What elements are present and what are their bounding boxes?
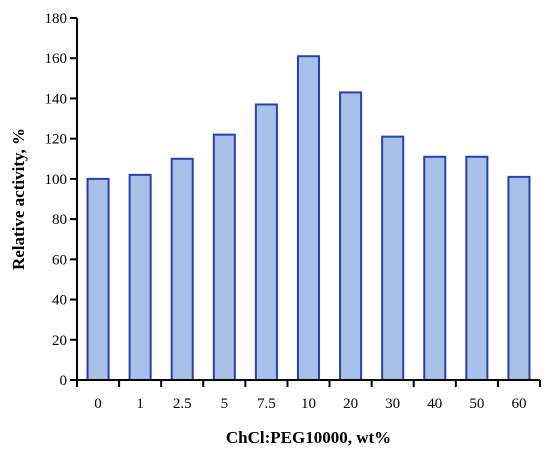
x-axis-ticks: 0 1 2.5 5 7.5 10 20 30 40 50 60 <box>76 380 541 412</box>
bar-60 <box>507 175 531 381</box>
x-tick-label: 10 <box>301 396 316 412</box>
y-tick-label: 80 <box>52 212 67 228</box>
y-axis-title: Relative activity, % <box>9 128 28 270</box>
x-tick-label: 0 <box>94 396 102 412</box>
bar-50 <box>465 155 489 381</box>
x-tick-label: 20 <box>343 396 358 412</box>
y-tick-label: 0 <box>60 373 68 389</box>
y-tick-label: 140 <box>45 91 68 107</box>
y-tick-label: 180 <box>45 11 68 27</box>
x-tick-label: 7.5 <box>257 396 276 412</box>
bar-0 <box>86 177 110 381</box>
y-tick-label: 100 <box>45 172 68 188</box>
y-tick-label: 160 <box>45 51 68 67</box>
y-tick-label: 20 <box>52 333 67 349</box>
y-tick-label: 60 <box>52 252 67 268</box>
bar-7.5 <box>254 103 278 381</box>
x-tick-label: 5 <box>221 396 229 412</box>
x-tick-label: 40 <box>427 396 442 412</box>
bar-30 <box>381 135 405 381</box>
bar-40 <box>423 155 447 381</box>
bar-2.5 <box>170 157 194 381</box>
x-tick-label: 60 <box>511 396 526 412</box>
bar-20 <box>339 91 363 382</box>
y-tick-label: 120 <box>45 132 68 148</box>
bar-1 <box>128 173 152 381</box>
x-tick-label: 2.5 <box>173 396 192 412</box>
x-tick-label: 30 <box>385 396 400 412</box>
x-axis-title: ChCl:PEG10000, wt% <box>226 428 391 447</box>
x-tick-label: 50 <box>469 396 484 412</box>
bar-10 <box>296 55 321 381</box>
bar-5 <box>212 133 236 381</box>
y-axis-ticks: 0 20 40 60 80 100 120 140 160 180 <box>45 11 77 389</box>
bars-group <box>86 55 531 382</box>
x-tick-label: 1 <box>136 396 144 412</box>
y-tick-label: 40 <box>52 293 67 309</box>
